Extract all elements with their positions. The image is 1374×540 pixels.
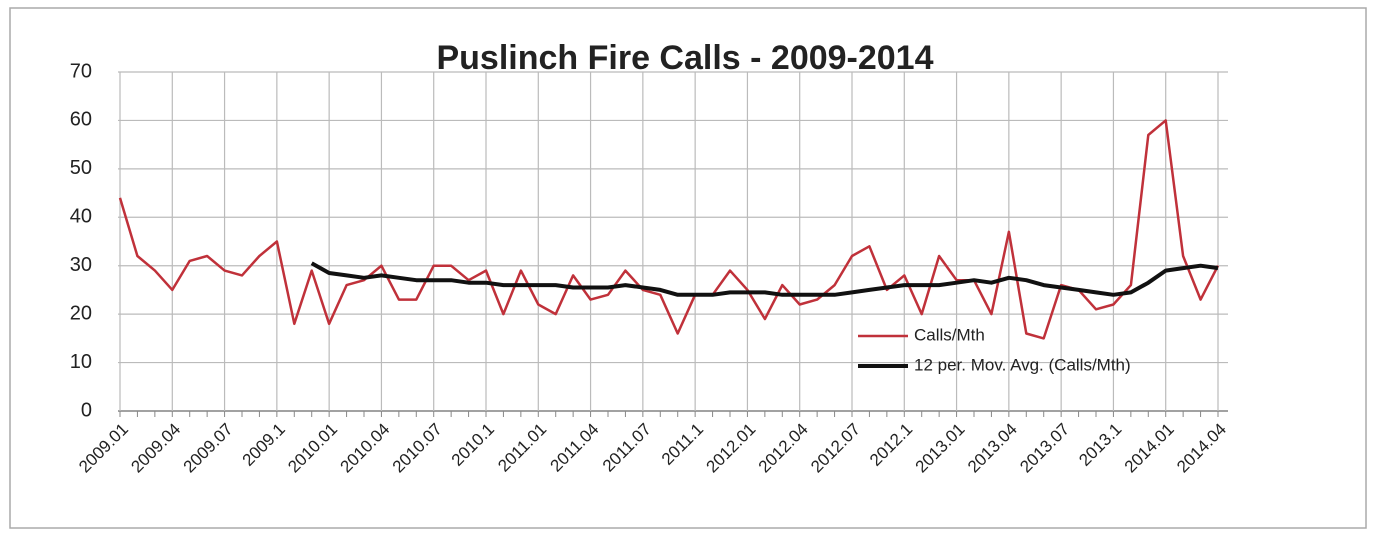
legend-label: Calls/Mth (914, 325, 985, 344)
y-tick-label: 70 (70, 60, 92, 82)
series-line (118, 119, 1220, 340)
y-tick-label: 10 (70, 351, 92, 373)
y-tick-label: 20 (70, 302, 92, 324)
legend-label: 12 per. Mov. Avg. (Calls/Mth) (914, 355, 1131, 374)
chart-frame (9, 7, 1367, 529)
y-tick-label: 0 (81, 399, 92, 421)
series-line (310, 261, 1219, 297)
y-tick-label: 30 (70, 254, 92, 276)
y-tick-label: 50 (70, 157, 92, 179)
y-tick-label: 60 (70, 109, 92, 131)
y-tick-label: 40 (70, 206, 92, 228)
chart-title: Puslinch Fire Calls - 2009-2014 (436, 39, 933, 77)
